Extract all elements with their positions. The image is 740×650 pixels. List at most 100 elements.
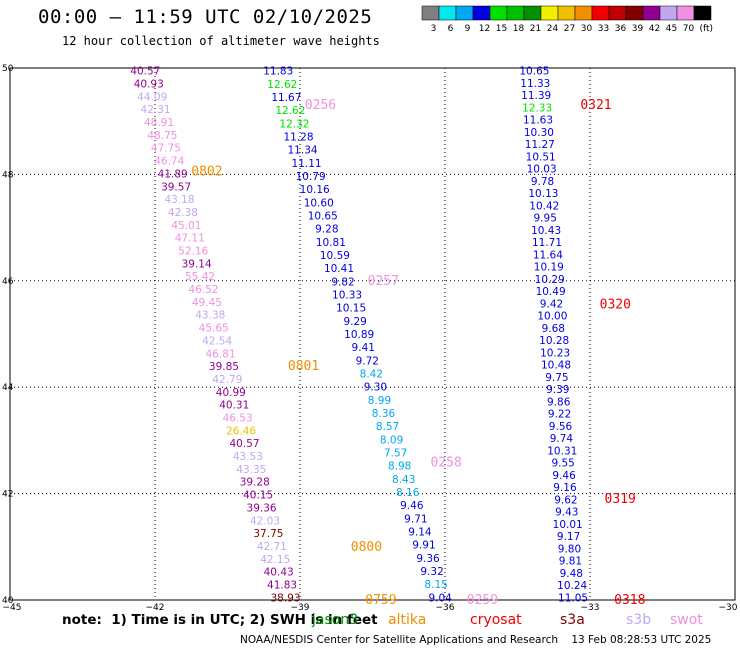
pass-time-label: 0319: [605, 492, 636, 507]
wave-height-value: 43.18: [164, 194, 194, 206]
wave-height-value: 10.48: [541, 360, 571, 372]
colorbar-bin: [625, 5, 644, 21]
colorbar-label: 45: [666, 24, 677, 34]
wave-height-value: 10.81: [316, 237, 346, 249]
pass-time-label: 0258: [431, 456, 462, 471]
wave-height-value: 10.00: [537, 311, 567, 323]
wave-height-value: 10.15: [336, 303, 366, 315]
colorbar-bin: [574, 5, 593, 21]
wave-height-value: 10.13: [528, 188, 558, 200]
wave-height-value: 40.31: [219, 400, 249, 412]
wave-height-value: 9.32: [420, 566, 443, 578]
wave-height-value: 9.95: [534, 213, 557, 225]
wave-height-value: 26.46: [226, 425, 256, 437]
colorbar-bin: [472, 5, 491, 21]
colorbar-bin: [608, 5, 627, 21]
wave-height-value: 10.23: [540, 347, 570, 359]
x-tick-label: −30: [719, 603, 738, 613]
wave-height-value: 37.75: [253, 528, 283, 540]
wave-height-value: 43.35: [236, 464, 266, 476]
wave-height-value: 46.53: [223, 412, 253, 424]
page-subtitle: 12 hour collection of altimeter wave hei…: [62, 34, 380, 48]
wave-height-value: 8.15: [424, 579, 447, 591]
colorbar-label: 12: [479, 24, 490, 34]
colorbar-label: 39: [632, 24, 644, 34]
wave-height-value: 42.54: [202, 335, 232, 347]
wave-height-value: 43.38: [195, 310, 225, 322]
wave-height-value: 39.85: [209, 361, 239, 373]
legend-item-altika: altika: [388, 612, 427, 628]
y-tick-label: 50: [2, 64, 14, 74]
wave-height-value: 9.78: [531, 176, 554, 188]
wave-height-value: 10.65: [519, 66, 549, 78]
wave-height-value: 8.16: [396, 487, 420, 499]
colorbar-label: 21: [530, 24, 541, 34]
wave-height-value: 40.43: [264, 567, 294, 579]
wave-height-value: 8.98: [388, 461, 411, 473]
x-tick-label: −42: [146, 603, 165, 613]
wave-height-value: 10.01: [553, 519, 583, 531]
colorbar-bin: [438, 5, 457, 21]
wave-height-value: 46.81: [206, 348, 236, 360]
wave-height-value: 10.24: [557, 580, 587, 592]
wave-height-value: 10.49: [536, 286, 566, 298]
wave-height-value: 9.41: [352, 342, 375, 354]
wave-height-value: 45.01: [171, 220, 201, 232]
wave-height-value: 10.30: [524, 127, 554, 139]
colorbar-bin: [676, 5, 695, 21]
wave-height-value: 10.03: [527, 164, 557, 176]
colorbar-label: 27: [564, 24, 575, 34]
wave-height-value: 11.39: [521, 90, 551, 102]
wave-height-value: 11.83: [263, 66, 293, 78]
wave-height-value: 9.55: [551, 458, 574, 470]
wave-height-value: 39.14: [182, 258, 212, 270]
legend-item-cryosat: cryosat: [470, 612, 522, 628]
pass-time-label: 0321: [580, 98, 611, 113]
wave-height-value: 11.64: [533, 249, 563, 261]
x-tick-label: −33: [581, 603, 600, 613]
wave-height-value: 8.42: [360, 369, 383, 381]
wave-height-value: 46.74: [154, 156, 184, 168]
wave-height-value: 11.67: [271, 92, 301, 104]
wave-height-value: 9.56: [549, 421, 573, 433]
wave-height-value: 9.46: [552, 470, 576, 482]
wave-height-value: 42.15: [260, 554, 290, 566]
wave-height-value: 12.62: [275, 105, 305, 117]
wave-height-value: 12.33: [522, 102, 552, 114]
wave-height-value: 7.57: [384, 448, 407, 460]
wave-height-value: 9.30: [364, 382, 387, 394]
pass-time-label: 0800: [351, 540, 382, 555]
colorbar-label: 15: [496, 24, 507, 34]
pass-time-label: 0759: [365, 593, 396, 608]
wave-height-value: 8.99: [368, 395, 391, 407]
wave-height-value: 38.93: [270, 592, 300, 604]
colorbar-bin: [642, 5, 661, 21]
colorbar-label: 18: [513, 24, 525, 34]
wave-height-value: 11.34: [288, 145, 318, 157]
wave-height-value: 9.43: [555, 507, 578, 519]
colorbar-label: 70: [683, 24, 695, 34]
wave-height-value: 11.05: [558, 592, 588, 604]
wave-height-value: 48.75: [147, 130, 177, 142]
colorbar-label: 9: [465, 24, 471, 34]
wave-height-value: 41.89: [158, 168, 188, 180]
x-tick-label: −39: [291, 603, 310, 613]
wave-height-value: 11.33: [520, 78, 550, 90]
wave-height-value: 10.65: [308, 210, 338, 222]
wave-height-value: 49.45: [192, 297, 222, 309]
wave-height-value: 40.99: [216, 387, 246, 399]
colorbar-label: 42: [649, 24, 660, 34]
wave-height-value: 47.75: [151, 143, 181, 155]
wave-height-value: 12.32: [279, 118, 309, 130]
wave-height-value: 8.57: [376, 421, 399, 433]
wave-height-value: 55.42: [185, 271, 215, 283]
wave-height-value: 9.16: [553, 482, 577, 494]
colorbar-label: 36: [615, 24, 627, 34]
wave-height-value: 10.19: [534, 262, 564, 274]
wave-height-value: 11.27: [525, 139, 555, 151]
colorbar-bin: [455, 5, 474, 21]
wave-height-value: 9.81: [559, 556, 582, 568]
wave-height-value: 44.09: [137, 91, 167, 103]
pass-time-label: 0802: [191, 165, 222, 180]
